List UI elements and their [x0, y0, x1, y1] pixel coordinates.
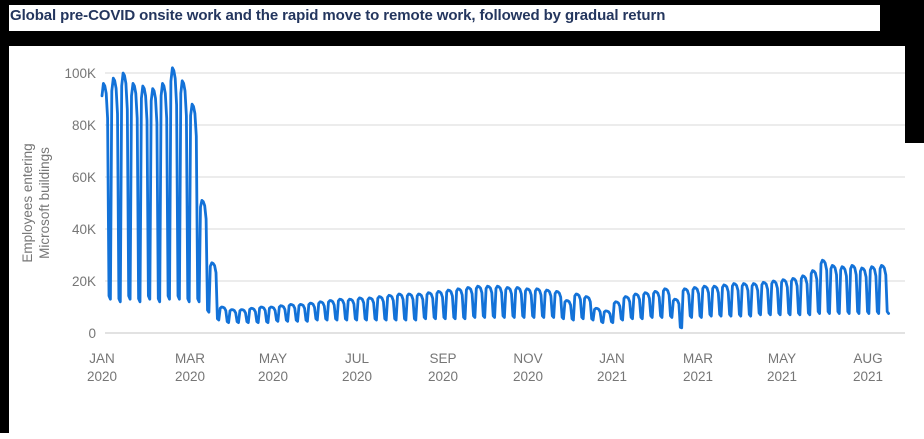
letterbox-title-gap-band: [0, 31, 924, 46]
x-tick-month-label: NOV: [513, 351, 542, 366]
x-tick-month-label: AUG: [853, 351, 882, 366]
x-tick-year-label: 2021: [597, 369, 627, 384]
letterbox-right-column: [905, 0, 924, 143]
x-tick-year-label: 2020: [258, 369, 288, 384]
x-tick-year-label: 2021: [853, 369, 883, 384]
x-tick-month-label: JAN: [599, 351, 625, 366]
x-tick-month-label: JAN: [89, 351, 115, 366]
y-tick-label: 80K: [72, 118, 96, 133]
x-tick-year-label: 2021: [683, 369, 713, 384]
letterbox-left-column: [0, 0, 9, 433]
y-tick-label: 100K: [64, 66, 96, 81]
x-tick-month-label: MAR: [175, 351, 205, 366]
x-tick-year-label: 2020: [87, 369, 117, 384]
x-tick-month-label: MAY: [259, 351, 287, 366]
y-tick-label: 40K: [72, 222, 96, 237]
x-tick-year-label: 2020: [513, 369, 543, 384]
y-tick-label: 20K: [72, 274, 96, 289]
x-tick-year-label: 2021: [767, 369, 797, 384]
x-tick-month-label: MAY: [768, 351, 796, 366]
x-tick-month-label: SEP: [429, 351, 456, 366]
y-tick-label: 60K: [72, 170, 96, 185]
chart-title: Global pre-COVID onsite work and the rap…: [10, 7, 666, 24]
x-tick-month-label: JUL: [345, 351, 369, 366]
x-tick-year-label: 2020: [175, 369, 205, 384]
x-tick-month-label: MAR: [683, 351, 713, 366]
letterbox-top-strip: [0, 0, 924, 5]
y-tick-label: 0: [88, 326, 96, 341]
x-tick-year-label: 2020: [428, 369, 458, 384]
y-axis-title: Employees entering Microsoft buildings: [20, 143, 52, 262]
x-tick-year-label: 2020: [342, 369, 372, 384]
data-line-daily-employees: [100, 66, 890, 330]
